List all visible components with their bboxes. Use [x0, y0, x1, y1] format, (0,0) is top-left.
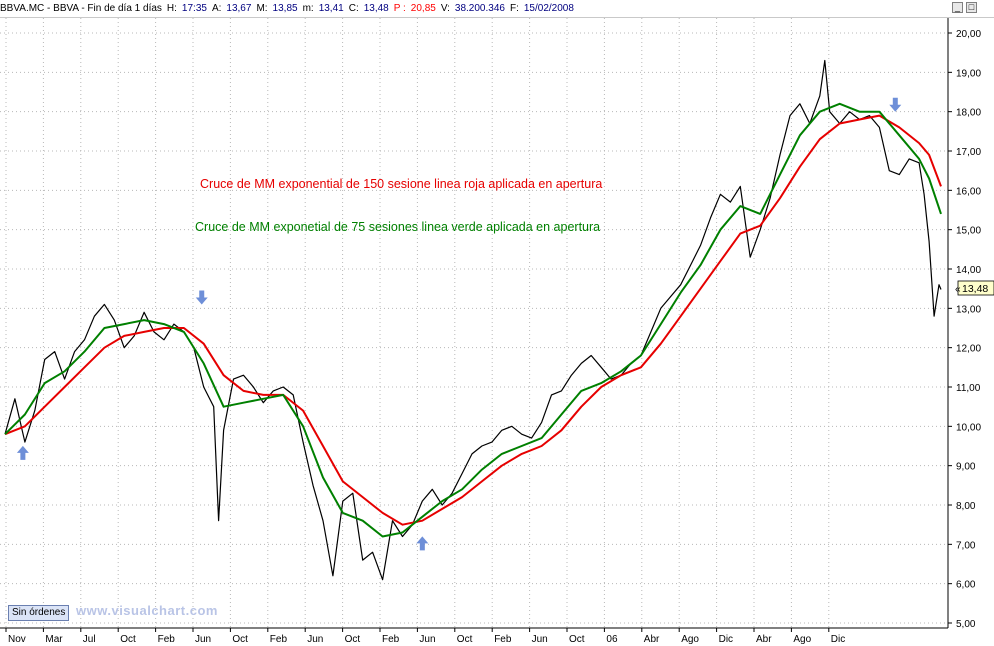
open-value: 13,67 — [226, 3, 252, 14]
x-tick-label: Feb — [270, 634, 288, 645]
low-value: 13,41 — [318, 3, 344, 14]
signal-markers — [16, 97, 902, 551]
x-tick-label: Feb — [382, 634, 400, 645]
symbol-title: BBVA.MC - BBVA - Fin de día 1 días — [0, 3, 162, 14]
high-value: 13,85 — [272, 3, 298, 14]
buy-arrow-icon — [16, 445, 29, 460]
close-value: 13,48 — [363, 3, 389, 14]
last-price-marker: « — [955, 284, 961, 295]
y-tick-label: 17,00 — [956, 147, 981, 158]
sell-arrow-icon — [195, 290, 208, 305]
prev-value: 20,85 — [410, 3, 436, 14]
maximize-button[interactable]: □ — [966, 2, 977, 13]
orders-button[interactable]: Sin órdenes — [8, 605, 70, 621]
y-tick-label: 7,00 — [956, 540, 976, 551]
y-tick-label: 9,00 — [956, 462, 976, 473]
x-tick-label: Jun — [307, 634, 323, 645]
minimize-button[interactable]: _ — [952, 2, 963, 13]
y-tick-label: 12,00 — [956, 344, 981, 355]
x-tick-label: Jun — [419, 634, 435, 645]
x-tick-label: Jun — [195, 634, 211, 645]
y-tick-label: 19,00 — [956, 68, 981, 79]
axes — [0, 18, 949, 629]
x-tick-label: Oct — [232, 634, 248, 645]
x-tick-label: Nov — [8, 634, 26, 645]
prev-label: P : — [393, 3, 406, 14]
x-tick-label: Mar — [45, 634, 63, 645]
green-ema-annotation: Cruce de MM exponetial de 75 sesiones li… — [195, 220, 600, 234]
grid — [0, 18, 948, 628]
x-tick-label: Feb — [494, 634, 512, 645]
last-price-tag: « 13,48 — [955, 280, 994, 296]
y-tick-label: 6,00 — [956, 580, 976, 591]
x-tick-label: Oct — [120, 634, 136, 645]
y-tick-label: 10,00 — [956, 422, 981, 433]
ema-75-series — [4, 102, 942, 538]
x-tick-label: Feb — [158, 634, 176, 645]
x-tick-label: Dic — [719, 634, 733, 645]
series-group — [4, 59, 942, 581]
x-tick-label: Abr — [644, 634, 660, 645]
price-series — [4, 59, 942, 581]
x-tick-label: Oct — [457, 634, 473, 645]
open-label: A: — [211, 3, 222, 14]
ema-150-series — [4, 114, 942, 526]
last-price-box — [957, 280, 994, 296]
y-tick-label: 5,00 — [956, 619, 976, 630]
y-tick-label: 18,00 — [956, 108, 981, 119]
x-tick-label: Jul — [83, 634, 96, 645]
volume-value: 38.200.346 — [454, 3, 505, 14]
low-label: m: — [302, 3, 314, 14]
high-label: M: — [256, 3, 268, 14]
y-tick-label: 20,00 — [956, 29, 981, 40]
hour-label: H: — [166, 3, 177, 14]
y-tick-label: 16,00 — [956, 186, 981, 197]
date-label: F: — [509, 3, 519, 14]
date-value: 15/02/2008 — [523, 3, 574, 14]
x-tick-label: Oct — [345, 634, 361, 645]
x-tick-label: Oct — [569, 634, 585, 645]
x-axis-ticks: Nov Mar Jul Oct Feb Jun Oct Feb Jun Oct Feb Jun Oct F… — [5, 628, 845, 645]
y-tick-label: 13,00 — [956, 304, 981, 315]
hour-value: 17:35 — [181, 3, 207, 14]
volume-label: V: — [440, 3, 450, 14]
x-tick-label: Abr — [756, 634, 772, 645]
x-tick-label: Ago — [793, 634, 811, 645]
y-axis-ticks: 5,00 6,00 7,00 8,00 9,00 10,00 11,00 12,00 13,00… — [948, 29, 981, 630]
last-price-label: 13,48 — [962, 283, 988, 295]
sell-arrow-icon — [889, 97, 902, 112]
x-tick-label: Dic — [831, 634, 845, 645]
watermark: www.visualchart.com — [76, 603, 218, 618]
y-tick-label: 11,00 — [956, 383, 981, 394]
red-ema-annotation: Cruce de MM exponential de 150 sesione l… — [200, 177, 602, 191]
x-tick-label: Jun — [532, 634, 548, 645]
y-tick-label: 8,00 — [956, 501, 976, 512]
x-tick-label: 06 — [606, 634, 618, 645]
close-label: C: — [348, 3, 359, 14]
buy-arrow-icon — [416, 536, 429, 551]
y-tick-label: 14,00 — [956, 265, 981, 276]
quote-header: BBVA.MC - BBVA - Fin de día 1 días H: 17:3… — [0, 0, 994, 18]
x-tick-label: Ago — [681, 634, 699, 645]
y-tick-label: 15,00 — [956, 226, 981, 237]
